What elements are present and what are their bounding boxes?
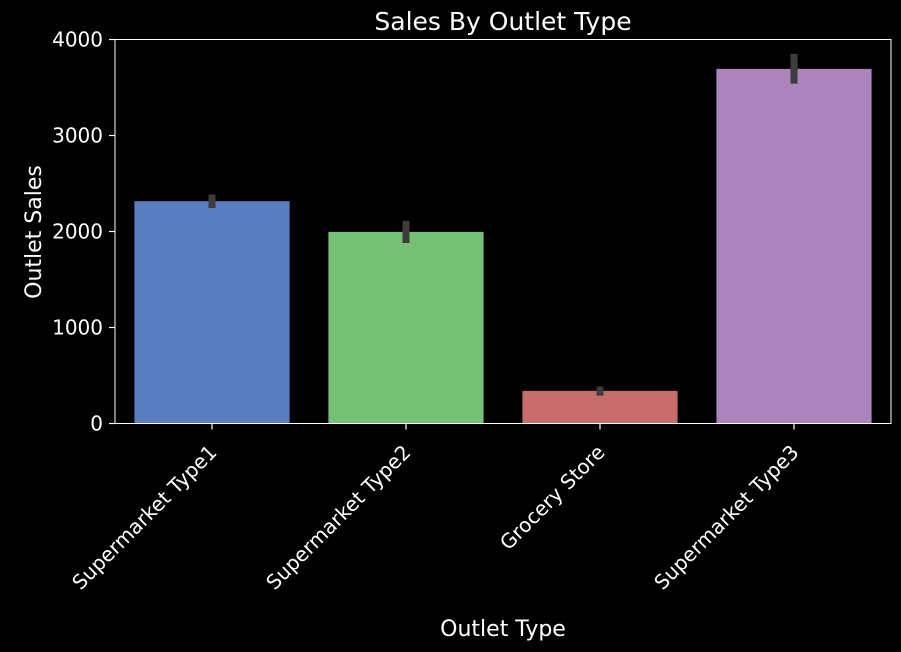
x-axis-label: Outlet Type	[440, 617, 566, 642]
x-tick-label: Grocery Store	[495, 440, 610, 555]
chart-title: Sales By Outlet Type	[374, 7, 631, 36]
x-tick-label: Supermarket Type2	[261, 440, 415, 594]
x-tick-label: Supermarket Type1	[67, 440, 221, 594]
y-tick-label: 0	[90, 412, 103, 436]
y-tick-label: 4000	[52, 28, 103, 52]
plot-frame	[114, 39, 892, 424]
y-axis-label: Outlet Sales	[22, 165, 47, 299]
bar	[328, 231, 484, 424]
bar	[716, 68, 872, 424]
y-tick-label: 2000	[52, 220, 103, 244]
plot-area: 0 1000 2000 3000 4000 Supermarket Type1 Superm…	[52, 28, 872, 594]
y-tick-label: 3000	[52, 124, 103, 148]
x-tick-label: Supermarket Type3	[649, 440, 803, 594]
bar	[522, 390, 678, 424]
bar	[134, 201, 290, 424]
y-tick-label: 1000	[52, 316, 103, 340]
